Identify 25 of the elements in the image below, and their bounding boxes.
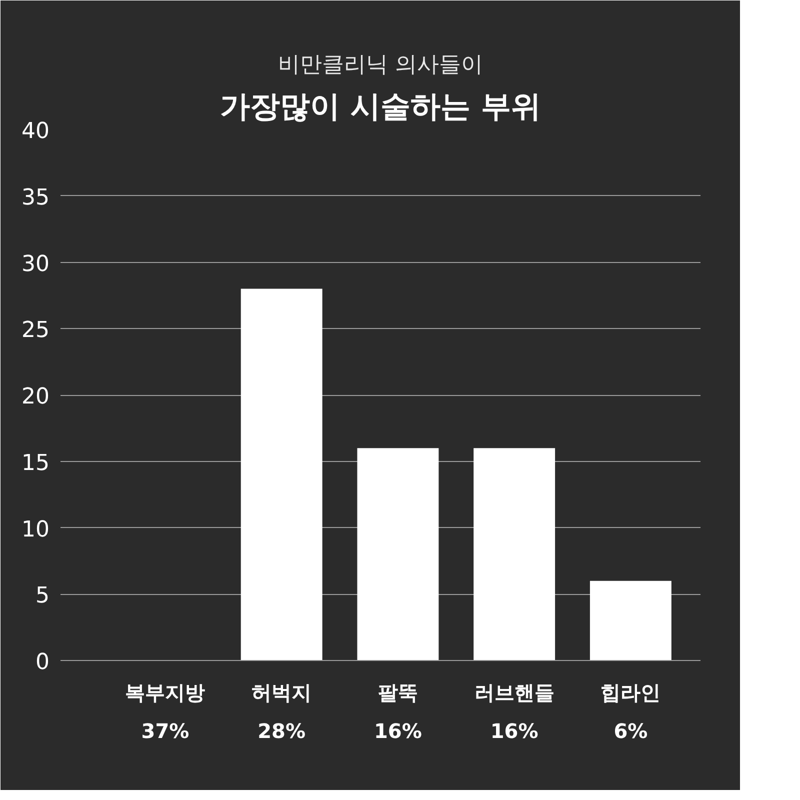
data-label: 6% [614, 718, 648, 743]
x-tick-label: 러브핸들 [474, 680, 554, 704]
chart-subtitle: 비만클리닉 의사들이 [278, 52, 484, 78]
data-label: 16% [490, 718, 538, 743]
y-tick-label: 15 [22, 450, 50, 476]
y-tick-label: 40 [22, 119, 50, 144]
chart-title: 가장많이 시술하는 부위 [220, 90, 541, 124]
x-tick-label: 힙라인 [600, 680, 661, 704]
bar [240, 288, 322, 660]
y-tick-label: 35 [22, 185, 50, 210]
y-tick-label: 30 [22, 252, 50, 277]
y-tick-label: 0 [36, 650, 50, 675]
y-tick-label: 10 [22, 517, 50, 542]
x-tick-label: 허벅지 [252, 680, 312, 704]
bar [590, 580, 672, 660]
y-tick-label: 20 [22, 384, 50, 410]
data-label: 28% [258, 718, 306, 743]
bar [474, 448, 556, 660]
data-label: 16% [374, 718, 422, 743]
x-tick-label: 팔뚝 [378, 680, 418, 704]
text: 37% [141, 718, 190, 743]
bar [357, 448, 439, 660]
y-tick-label: 5 [36, 584, 50, 609]
y-tick-label: 25 [22, 318, 50, 344]
x-tick-label: 복부지방 [125, 680, 206, 704]
